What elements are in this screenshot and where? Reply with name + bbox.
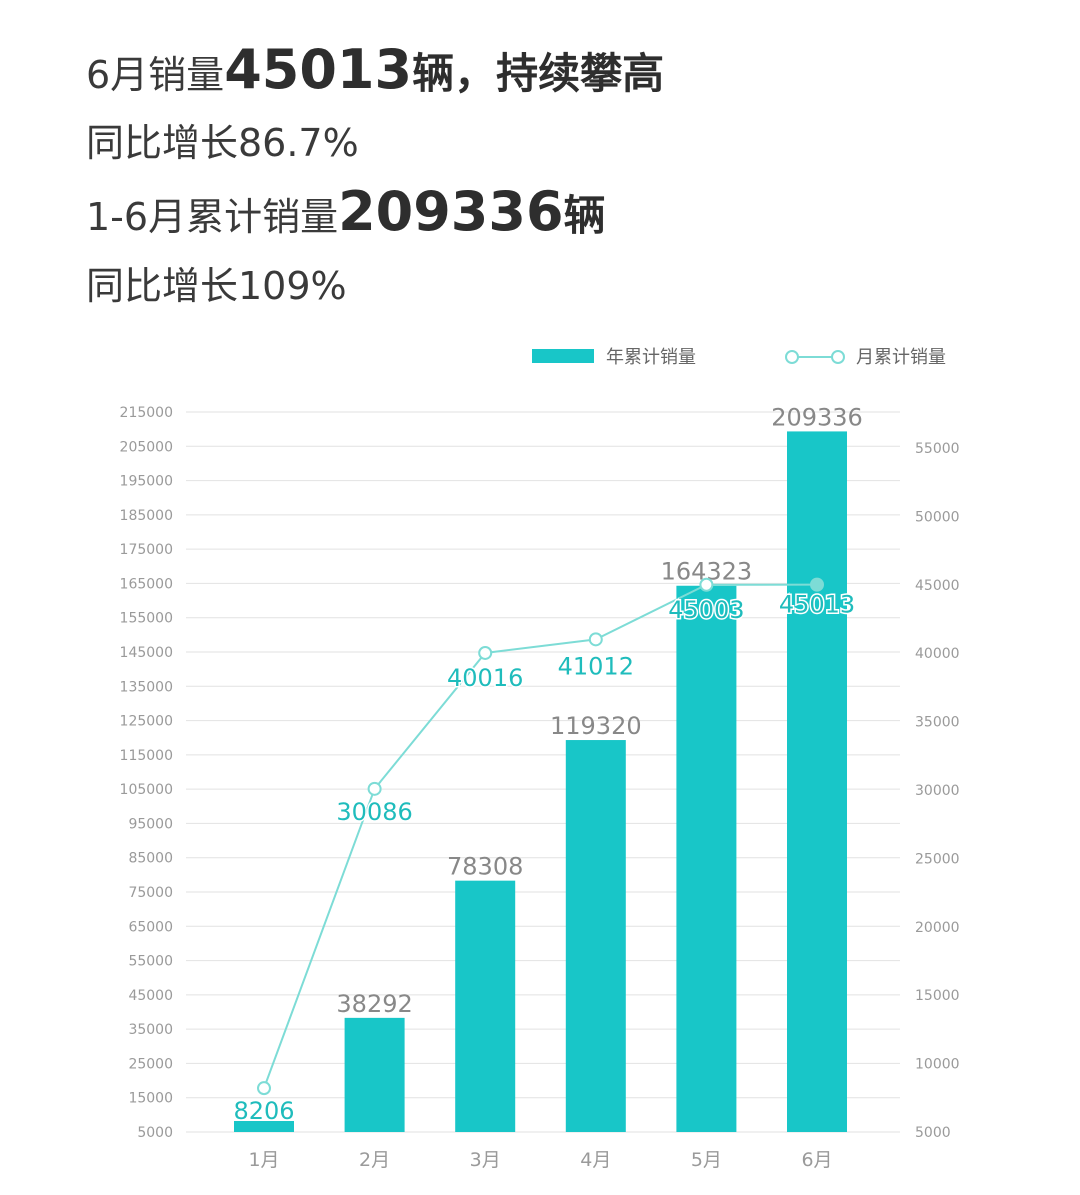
cumulative-sales-number: 209336 (338, 180, 564, 243)
legend-line-marker (785, 350, 799, 364)
cumulative-sales-suffix: 辆 (563, 191, 606, 240)
y-left-tick-label: 185000 (120, 508, 173, 524)
line-marker (478, 645, 493, 660)
y-left-tick-label: 105000 (120, 782, 173, 798)
june-sales-label: 6月销量 (86, 53, 225, 97)
headline-cumulative-sales: 1-6月累计销量209336辆 (86, 180, 606, 243)
y-right-tick-label: 45000 (915, 578, 960, 594)
line-value-label: 45003 (668, 596, 744, 624)
legend-line-marker (831, 350, 845, 364)
y-left-tick-label: 35000 (128, 1022, 173, 1038)
y-right-tick-label: 5000 (915, 1125, 951, 1141)
line-value-label: 40016 (447, 664, 523, 692)
y-left-tick-label: 5000 (137, 1125, 173, 1141)
bar (787, 431, 847, 1132)
line-series (263, 583, 818, 1089)
bar (676, 585, 737, 1132)
x-tick-label: 5月 (691, 1149, 722, 1171)
bar-value-label: 119320 (550, 712, 642, 740)
y-right-tick-label: 25000 (915, 851, 960, 867)
bar (234, 1121, 294, 1132)
sales-chart: 215000 205000 195000 185000 175000 165000 1550… (120, 347, 960, 1171)
legend-bar-swatch (532, 349, 594, 363)
y-left-tick-label: 25000 (128, 1056, 173, 1072)
line-marker (699, 577, 714, 592)
line-marker (810, 577, 824, 592)
y-left-tick-label: 135000 (120, 679, 173, 695)
june-yoy-growth: 同比增长86.7% (86, 121, 359, 165)
y-left-tick-label: 175000 (120, 542, 173, 558)
y-right-tick-label: 10000 (915, 1057, 960, 1073)
bar-value-label: 38292 (336, 990, 412, 1018)
y-right-tick-label: 20000 (915, 920, 960, 936)
y-left-tick-label: 125000 (120, 714, 173, 730)
x-tick-label: 6月 (801, 1149, 832, 1171)
line-marker (257, 1081, 271, 1096)
x-tick-label: 3月 (470, 1149, 501, 1171)
line-marker (588, 632, 603, 647)
y-left-tick-label: 195000 (120, 474, 173, 490)
legend-bar-label: 年累计销量 (606, 347, 696, 368)
y-right-tick-label: 50000 (915, 509, 960, 525)
cumulative-yoy-growth: 同比增长109% (86, 264, 347, 308)
y-right-tick-label: 40000 (915, 646, 960, 662)
line-value-label: 45013 (779, 591, 855, 619)
line-value-label: 41012 (558, 652, 634, 680)
bar (455, 880, 516, 1132)
line-value-label: 30086 (336, 798, 412, 826)
x-tick-label: 1月 (248, 1149, 279, 1171)
bar-value-label: 209336 (771, 403, 863, 431)
y-right-tick-label: 15000 (915, 988, 960, 1004)
y-left-tick-label: 65000 (128, 919, 173, 935)
x-tick-label: 2月 (359, 1149, 390, 1171)
june-sales-suffix: 辆，持续攀高 (412, 49, 665, 98)
legend-line-label: 月累计销量 (856, 347, 946, 368)
y-right-tick-label: 30000 (915, 783, 960, 799)
bar (344, 1017, 405, 1132)
y-left-tick-label: 15000 (128, 1091, 173, 1107)
y-left-tick-label: 145000 (120, 645, 173, 661)
y-left-tick-label: 75000 (128, 885, 173, 901)
headline-june-sales: 6月销量45013辆，持续攀高 (86, 38, 664, 101)
june-sales-number: 45013 (224, 38, 413, 101)
x-tick-label: 4月 (580, 1149, 611, 1171)
y-left-tick-label: 165000 (120, 576, 173, 592)
y-left-tick-label: 215000 (120, 405, 173, 421)
y-right-tick-label: 35000 (915, 715, 960, 731)
bar (565, 740, 626, 1132)
y-left-tick-label: 55000 (128, 954, 173, 970)
line-marker (367, 781, 382, 796)
bar-value-label: 78308 (447, 853, 523, 881)
cumulative-sales-label: 1-6月累计销量 (86, 195, 339, 239)
y-left-tick-label: 95000 (128, 816, 173, 832)
y-left-tick-label: 115000 (120, 748, 173, 764)
line-value-label: 8206 (233, 1097, 294, 1125)
y-left-tick-label: 85000 (128, 851, 173, 867)
y-right-tick-label: 55000 (915, 441, 960, 457)
y-left-tick-label: 45000 (128, 988, 173, 1004)
y-left-tick-label: 205000 (120, 439, 173, 455)
y-left-tick-label: 155000 (120, 611, 173, 627)
